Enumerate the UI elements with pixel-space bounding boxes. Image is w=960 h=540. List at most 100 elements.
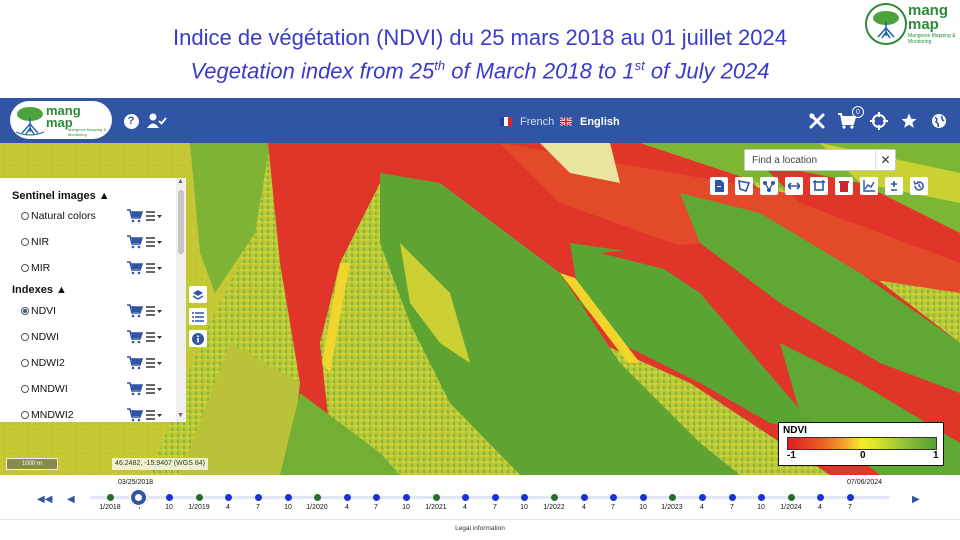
draw-network-icon[interactable] <box>760 177 778 195</box>
indexes-header[interactable]: Indexes ▲ <box>12 284 67 296</box>
french-flag-icon[interactable] <box>500 117 512 126</box>
layer-radio[interactable] <box>21 264 29 272</box>
timeline-track[interactable] <box>90 496 890 499</box>
info-icon[interactable] <box>189 330 207 347</box>
draw-polygon-icon[interactable] <box>735 177 753 195</box>
tools-icon[interactable] <box>806 110 828 132</box>
timeline-tick-dot[interactable] <box>521 494 528 501</box>
timeline-tick-dot[interactable] <box>669 494 676 501</box>
step-forward-icon[interactable]: ▶ <box>912 494 920 505</box>
star-icon[interactable] <box>898 110 920 132</box>
cart-icon[interactable] <box>127 330 143 344</box>
step-back-icon[interactable]: ◀ <box>67 494 75 505</box>
timeline-tick-dot[interactable] <box>729 494 736 501</box>
layer-menu-icon[interactable] <box>146 236 162 248</box>
layer-radio[interactable] <box>21 411 29 419</box>
timeline-tick-dot[interactable] <box>492 494 499 501</box>
list-icon[interactable] <box>189 308 207 325</box>
report-icon[interactable] <box>710 177 728 195</box>
layer-menu-icon[interactable] <box>146 331 162 343</box>
language-english[interactable]: English <box>580 116 620 128</box>
skip-back-icon[interactable]: ◀◀ <box>37 494 53 505</box>
layer-menu-icon[interactable] <box>146 383 162 395</box>
timeline-tick-dot[interactable] <box>847 494 854 501</box>
cart-icon[interactable] <box>127 261 143 275</box>
delete-icon[interactable] <box>835 177 853 195</box>
timeline-tick-dot[interactable] <box>107 494 114 501</box>
cart-icon[interactable] <box>127 209 143 223</box>
cart-icon[interactable] <box>127 356 143 370</box>
layer-label: NIR <box>31 236 50 248</box>
timeline-tick-dot[interactable] <box>225 494 232 501</box>
scroll-down-icon[interactable]: ▼ <box>177 412 184 419</box>
cart-icon[interactable] <box>127 304 143 318</box>
layer-row-mndwi[interactable]: MNDWI <box>0 382 176 398</box>
uk-flag-icon[interactable] <box>560 117 572 126</box>
layer-row-mir[interactable]: MIR <box>0 261 176 277</box>
scroll-up-icon[interactable]: ▲ <box>177 178 184 185</box>
location-search-input[interactable] <box>745 150 877 170</box>
panel-scrollbar[interactable]: ▲ ▼ <box>176 178 186 422</box>
globe-icon[interactable] <box>928 110 950 132</box>
mangrove-logo-icon <box>15 107 45 136</box>
layer-menu-icon[interactable] <box>146 409 162 421</box>
timeline-tick-dot[interactable] <box>551 494 558 501</box>
layers-icon[interactable] <box>189 286 207 303</box>
timeline-tick-dot[interactable] <box>640 494 647 501</box>
layer-radio-selected[interactable] <box>21 307 29 315</box>
layer-row-nir[interactable]: NIR <box>0 235 176 251</box>
timeline-tick-dot[interactable] <box>344 494 351 501</box>
layer-row-ndvi[interactable]: NDVI <box>0 304 176 320</box>
timeline-tick-label: 4 <box>226 504 230 511</box>
layer-menu-icon[interactable] <box>146 305 162 317</box>
layer-menu-icon[interactable] <box>146 210 162 222</box>
layer-menu-icon[interactable] <box>146 357 162 369</box>
layer-row-mndwi2[interactable]: MNDWI2 <box>0 408 176 422</box>
layer-menu-icon[interactable] <box>146 262 162 274</box>
user-check-icon[interactable] <box>146 110 168 132</box>
timeline-tick-dot[interactable] <box>462 494 469 501</box>
layer-radio[interactable] <box>21 212 29 220</box>
layer-radio[interactable] <box>21 385 29 393</box>
layer-row-natural-colors[interactable]: Natural colors <box>0 209 176 225</box>
timeline-cursor[interactable] <box>129 488 148 507</box>
app-logo[interactable]: mang map Mangrove Mapping & Monitoring <box>10 101 112 139</box>
layer-radio[interactable] <box>21 333 29 341</box>
timeline-tick-dot[interactable] <box>255 494 262 501</box>
timeline-tick-dot[interactable] <box>285 494 292 501</box>
layer-row-ndwi[interactable]: NDWI <box>0 330 176 346</box>
cart-icon[interactable] <box>836 110 858 132</box>
chart-icon[interactable] <box>860 177 878 195</box>
language-french[interactable]: French <box>520 116 555 128</box>
cart-icon[interactable] <box>127 235 143 249</box>
clear-search-button[interactable]: ✕ <box>875 150 895 170</box>
timeline-tick-dot[interactable] <box>758 494 765 501</box>
help-icon[interactable]: ? <box>120 110 142 132</box>
history-icon[interactable] <box>910 177 928 195</box>
timeline-tick-dot[interactable] <box>373 494 380 501</box>
timeline-tick-dot[interactable] <box>196 494 203 501</box>
measure-distance-icon[interactable] <box>785 177 803 195</box>
layer-radio[interactable] <box>21 238 29 246</box>
plus-minus-icon[interactable] <box>885 177 903 195</box>
crosshair-icon[interactable] <box>868 110 890 132</box>
cart-icon[interactable] <box>127 408 143 422</box>
layer-row-ndwi2[interactable]: NDWI2 <box>0 356 176 372</box>
layer-radio[interactable] <box>21 359 29 367</box>
measure-area-icon[interactable] <box>810 177 828 195</box>
legal-information-link[interactable]: Legal information <box>455 525 505 532</box>
cart-icon[interactable] <box>127 382 143 396</box>
scrollbar-thumb[interactable] <box>178 190 184 254</box>
timeline-tick-dot[interactable] <box>166 494 173 501</box>
timeline-tick-dot[interactable] <box>699 494 706 501</box>
timeline-tick-dot[interactable] <box>314 494 321 501</box>
timeline-tick-dot[interactable] <box>610 494 617 501</box>
slide-title: Indice de végétation (NDVI) du 25 mars 2… <box>0 24 960 85</box>
timeline-tick-dot[interactable] <box>433 494 440 501</box>
timeline-tick-dot[interactable] <box>817 494 824 501</box>
timeline-tick-dot[interactable] <box>581 494 588 501</box>
timeline-tick-dot[interactable] <box>788 494 795 501</box>
timeline-tick-label: 10 <box>402 504 410 511</box>
sentinel-images-header[interactable]: Sentinel images ▲ <box>12 190 110 202</box>
timeline-tick-dot[interactable] <box>403 494 410 501</box>
